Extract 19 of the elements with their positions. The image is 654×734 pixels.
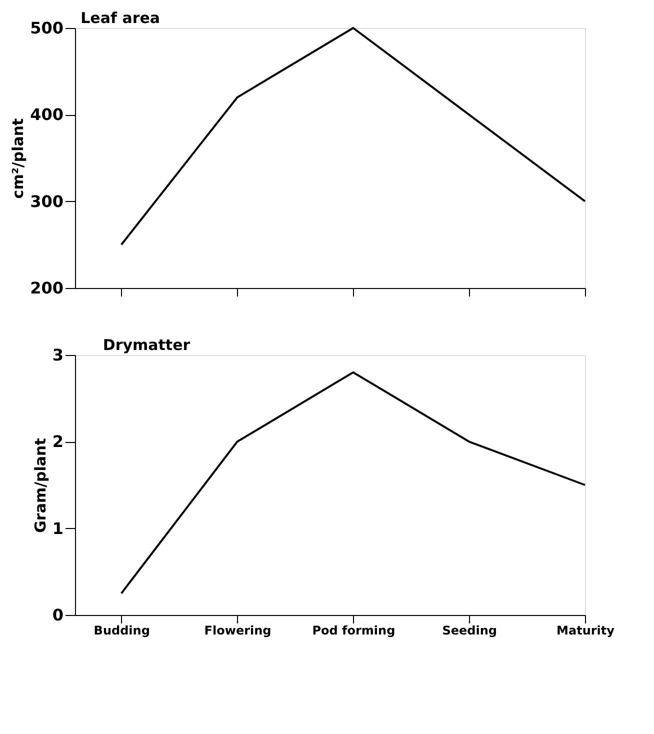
y-tick-label: 3 <box>52 346 64 364</box>
x-tick-label: Budding <box>94 624 150 638</box>
y-tick-label: 300 <box>30 192 64 211</box>
chart-title: Drymatter <box>102 336 191 354</box>
y-tick-label: 2 <box>52 432 64 452</box>
x-tick-label: Maturity <box>556 624 615 638</box>
x-tick-label: Flowering <box>204 624 272 638</box>
y-tick-label: 0 <box>52 606 64 624</box>
x-tick-label: Pod forming <box>312 624 396 638</box>
x-tick-label: Seeding <box>442 624 497 638</box>
line-series <box>120 27 586 246</box>
chart-title: Leaf area <box>80 9 160 27</box>
y-tick-label: 1 <box>52 518 64 538</box>
y-axis-title: cm²/plant <box>9 118 28 199</box>
y-axis-title: Gram/plant <box>31 438 50 533</box>
y-tick-label: 500 <box>30 18 64 38</box>
line-series <box>120 371 586 594</box>
y-tick-label: 400 <box>30 105 64 124</box>
y-tick-label: 200 <box>30 278 64 298</box>
